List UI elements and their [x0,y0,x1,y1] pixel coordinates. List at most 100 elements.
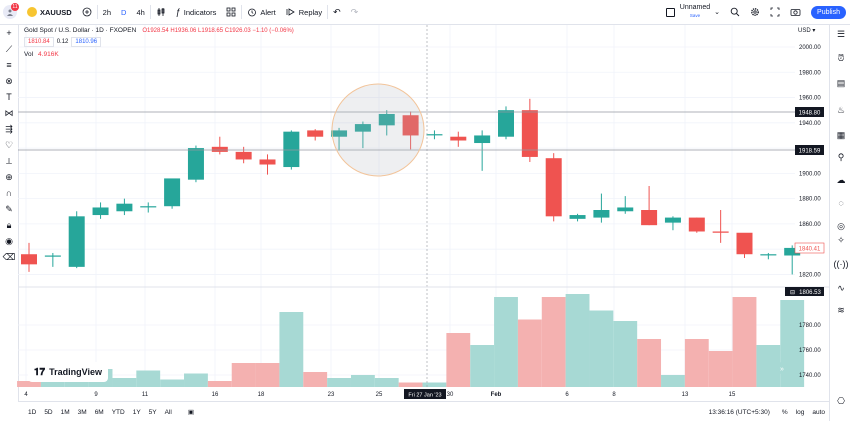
alerts-icon[interactable]: ⏰︎ [837,52,845,63]
volume-bar [637,339,662,387]
interval-2h[interactable]: 2h [102,7,112,17]
settings-button[interactable] [745,0,765,24]
zoom-icon[interactable]: ⊕ [5,171,13,182]
notifications-icon[interactable]: ◎ [837,220,845,231]
magnet-icon[interactable]: ∩ [5,188,13,198]
search-button[interactable] [725,0,745,24]
text-tool-icon[interactable]: T [6,92,12,102]
templates-button[interactable] [221,0,241,24]
log-scale-toggle[interactable]: log [795,408,805,416]
range-1y[interactable]: 1Y [132,408,141,416]
gold-symbol-icon [27,7,37,17]
fullscreen-button[interactable] [765,0,785,24]
candle [116,198,133,216]
volume-bar [398,382,423,387]
divider [96,5,98,19]
interval-4h[interactable]: 4h [136,7,145,17]
price-tick-label: 1900.00 [799,171,821,177]
candle [474,130,491,171]
range-5d[interactable]: 5D [44,408,53,416]
candle-body [44,255,61,257]
horizontal-lines-icon[interactable]: ≡ [6,60,12,70]
right-sidebar: ☰ ⏰︎ ▤ ♨ ▦ ⚲ ☁︎ ◌ ◎ ✧ ((·)) ∿ ≋ ⎔ [829,25,850,421]
replay-button[interactable]: Replay [281,0,327,24]
price-axis: USD ▾ 2000.00 1980.00 1960.00 1940.00 1920.00… [798,28,821,379]
eye-icon[interactable]: ◉ [5,235,13,246]
broadcast-icon[interactable]: ((·)) [833,259,849,269]
redo-button[interactable]: ↷ [346,0,364,24]
alert-button[interactable]: Alert [242,0,280,24]
trash-icon[interactable]: ⌫ [2,251,16,262]
range-1m[interactable]: 1M [60,408,70,416]
candle-body [688,217,705,232]
range-all[interactable]: All [164,408,172,416]
candle [664,216,681,231]
interval-d[interactable]: D [121,7,127,17]
price-tick-label: 1920.00 [799,146,821,152]
range-6m[interactable]: 6M [94,408,104,416]
range-ytd[interactable]: YTD [111,408,125,416]
candle [402,111,419,150]
symbol-search-button[interactable]: XAUUSD [22,0,77,24]
divider [241,5,243,19]
range-5y[interactable]: 5Y [148,408,157,416]
heart-icon[interactable]: ♡ [4,139,14,150]
candle [44,252,61,267]
layout-square-icon [665,7,675,17]
notification-badge: 11 [11,3,19,11]
crosshair-icon[interactable]: + [6,28,12,38]
hotlist-icon[interactable]: ♨ [836,104,846,115]
layout-button[interactable]: Unnamed Save ⌄ [661,0,725,24]
lightbulb-icon[interactable]: ✧ [837,234,845,245]
ideas-icon[interactable]: ⚲ [837,151,845,162]
chevron-down-icon: ⌄ [714,9,721,16]
percent-scale-toggle[interactable]: % [781,408,788,416]
snapshot-button[interactable] [785,0,806,24]
symbol-title[interactable]: Gold Spot / U.S. Dollar · 1D · FXOPEN [24,27,137,34]
sell-price-button[interactable]: 1810.84 [24,36,54,47]
indicators-button[interactable]: ƒ Indicators [171,0,222,24]
help-icon[interactable]: ⎔ [837,395,845,406]
plus-circle-icon [82,7,92,17]
pitchfork-icon[interactable]: ⊗ [5,75,13,86]
candle [426,130,443,140]
time-tick-label: Feb [491,392,502,398]
data-window-icon[interactable]: ▤ [836,77,846,88]
time-tick-label: 15 [729,392,736,398]
tradingview-watermark[interactable]: 𝟏𝟕 TradingView [28,362,108,382]
candle-body [641,210,658,226]
candle-body [569,215,586,219]
candle-body [498,110,514,137]
chat-icon[interactable]: ☁︎ [836,174,846,185]
chart-type-button[interactable] [151,0,171,24]
watermark-text: TradingView [49,367,102,377]
watchlist-icon[interactable]: ☰ [836,28,846,39]
projection-icon[interactable]: ⇶ [5,123,13,134]
buy-price-button[interactable]: 1810.96 [71,36,102,47]
pencil-lock-icon[interactable]: ✎ [5,203,13,214]
layers-icon[interactable]: ≋ [837,304,845,315]
candle [688,217,705,233]
auto-scale-toggle[interactable]: auto [812,408,825,416]
ruler-icon[interactable]: ⟂ [5,155,12,166]
range-1d[interactable]: 1D [28,408,37,416]
date-range-button[interactable]: ▣ [184,408,198,416]
streams-icon[interactable]: ◌ [838,198,844,208]
time-tick-label: 25 [376,392,383,398]
replay-icon [286,8,295,16]
clock-time[interactable]: 13:36:16 (UTC+5:30) [708,408,770,416]
publish-button[interactable]: Publish [806,0,850,24]
pulse-icon[interactable]: ∿ [837,282,845,293]
volume-bar [684,339,709,387]
price-tick-label: 1980.00 [799,70,821,76]
pattern-icon[interactable]: ⋈ [4,107,14,118]
calendar-icon[interactable]: ▦ [836,129,846,140]
volume-pane-tick-label: 1760.00 [799,348,821,354]
lock-icon[interactable]: 🔒︎ [6,219,12,230]
undo-button[interactable]: ↶ [328,0,346,24]
range-3m[interactable]: 3M [77,408,87,416]
trend-line-icon[interactable]: ⟋ [5,43,13,54]
compare-button[interactable] [77,0,97,24]
crosshair-axis-icon: ⊟ [790,290,795,296]
